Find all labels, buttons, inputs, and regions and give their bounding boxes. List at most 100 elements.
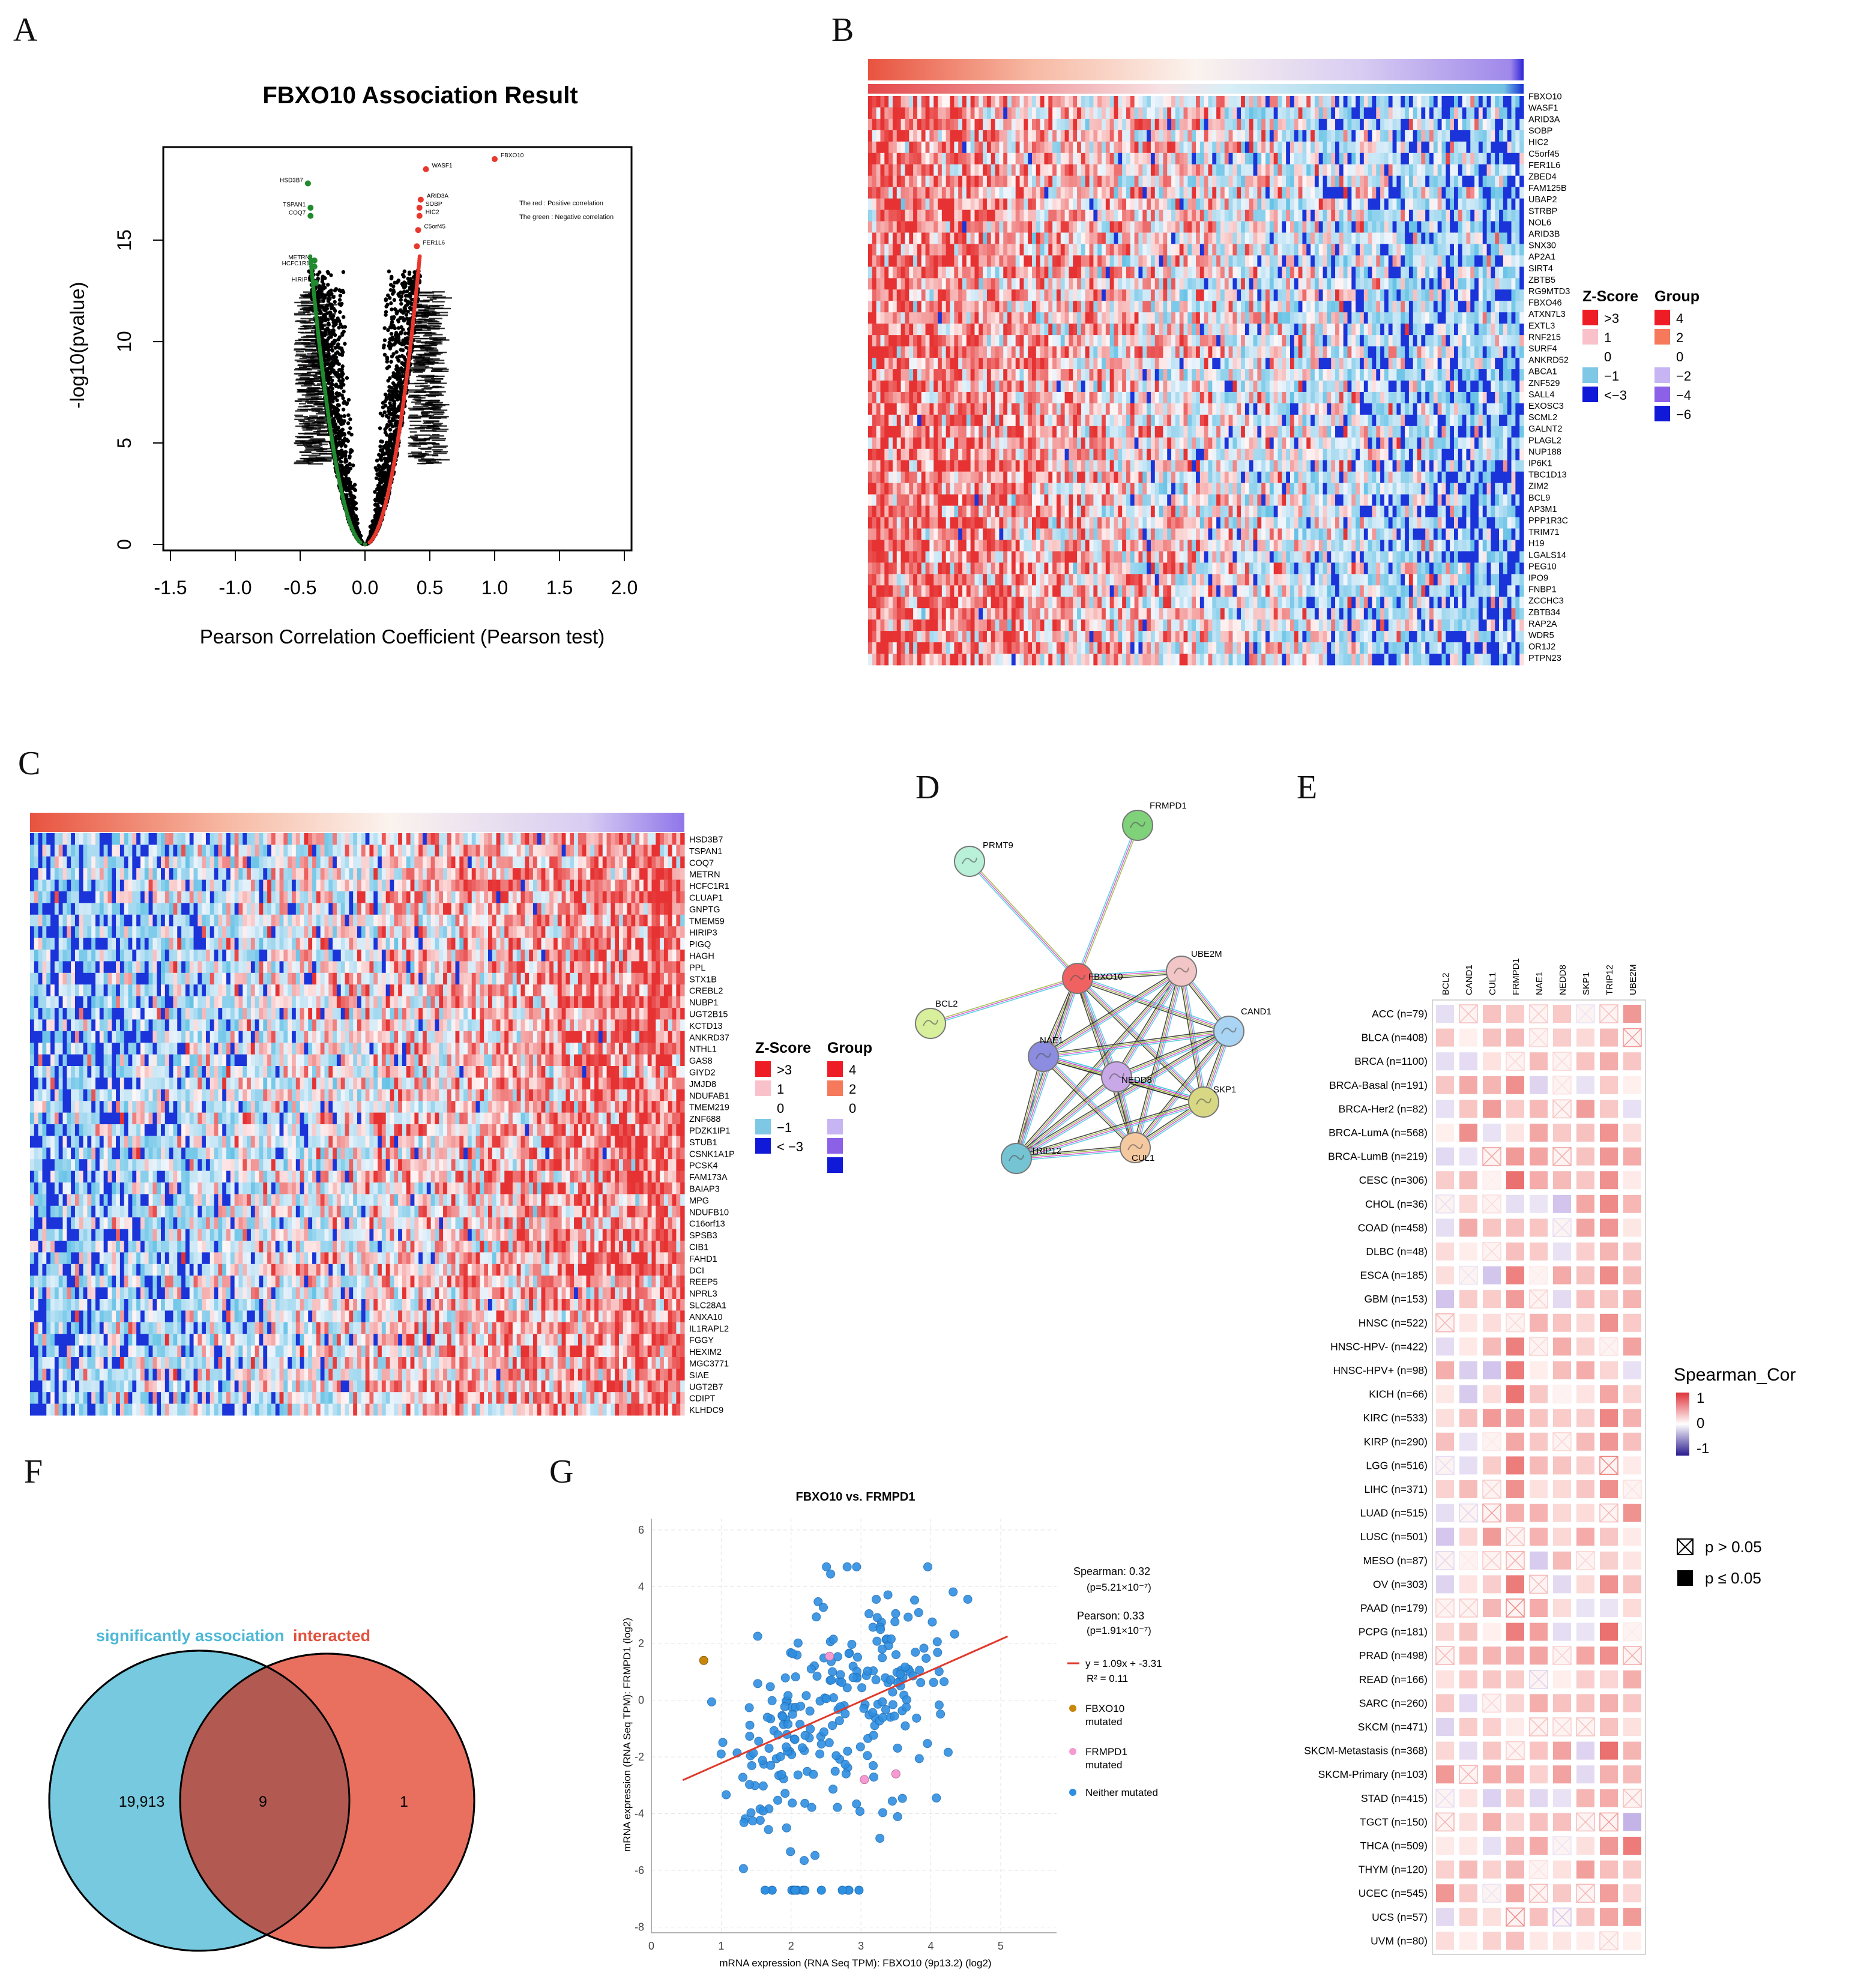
correlation-cell [1623, 1528, 1641, 1546]
correlation-cell [1552, 1432, 1572, 1451]
correlation-cell [1600, 1432, 1618, 1451]
correlation-cell [1623, 1005, 1641, 1023]
gene-label: PTPN23 [1528, 654, 1561, 663]
gene-label: TBC1D13 [1528, 471, 1567, 480]
gene-label: COQ7 [689, 858, 714, 868]
correlation-cell [1483, 1741, 1501, 1760]
y-tick: 4 [638, 1580, 644, 1592]
correlation-cell [1459, 1028, 1477, 1047]
correlation-cell [1576, 1076, 1594, 1094]
row-label: CHOL (n=36) [1365, 1198, 1428, 1210]
correlation-cell [1529, 1004, 1548, 1023]
svg-text:TSPAN1: TSPAN1 [283, 202, 306, 208]
correlation-cell [1506, 1171, 1524, 1190]
correlation-cell [1506, 1932, 1524, 1950]
correlation-cell [1576, 1884, 1595, 1903]
stat-equation: y = 1.09x + -3.31 [1085, 1658, 1162, 1669]
correlation-cell [1459, 1908, 1477, 1926]
correlation-cell [1576, 1860, 1594, 1879]
heatmap-legend: Z-Score Group >3 1 0 −1 < −3 4 2 0 [755, 1040, 872, 1173]
gene-label: NDUFAB1 [689, 1091, 729, 1101]
correlation-cell [1506, 1313, 1525, 1333]
ppi-network: FRMPD1 PRMT9 FBXO10 UBE2M CAND1 BCL2 NAE1 NEDD8… [915, 801, 1271, 1174]
correlation-cell [1506, 1741, 1525, 1761]
gene-label: TSPAN1 [689, 847, 722, 857]
legend-p-ns: p > 0.05 [1705, 1538, 1762, 1556]
row-label: BRCA-LumB (n=219) [1328, 1151, 1428, 1163]
volcano-point: COQ7 [289, 210, 314, 219]
correlation-cell [1600, 1361, 1618, 1379]
correlation-cell [1506, 1504, 1524, 1522]
correlation-cell [1530, 1741, 1548, 1760]
correlation-cell [1436, 1860, 1454, 1879]
correlation-cell [1483, 1575, 1501, 1594]
correlation-cell [1436, 1076, 1454, 1094]
correlation-cell [1623, 1218, 1641, 1237]
correlation-cell [1483, 1385, 1501, 1403]
correlation-cell [1553, 1266, 1571, 1285]
fbxo10-bar [868, 84, 1524, 94]
svg-text:SOBP: SOBP [426, 201, 442, 208]
gene-label: FNBP1 [1528, 585, 1557, 595]
correlation-cell [1623, 1100, 1641, 1118]
correlation-cell [1483, 1290, 1501, 1309]
correlation-cell [1436, 1432, 1454, 1451]
correlation-cell [1506, 1147, 1524, 1166]
correlation-cell [1553, 1813, 1571, 1831]
correlation-cell [1530, 1218, 1548, 1237]
correlation-cell [1600, 1860, 1618, 1879]
gene-label: STX1B [689, 975, 717, 984]
gene-label: IPO9 [1528, 573, 1548, 583]
correlation-cell [1530, 1456, 1548, 1475]
correlation-cell [1623, 1551, 1641, 1570]
legend-title: Spearman_Cor [1674, 1365, 1796, 1385]
correlation-cell [1459, 1218, 1477, 1237]
correlation-cell [1482, 1480, 1501, 1499]
correlation-cell [1530, 1480, 1548, 1498]
svg-text:COQ7: COQ7 [289, 210, 306, 217]
correlation-cell [1600, 1599, 1618, 1617]
correlation-cell [1459, 1265, 1478, 1285]
column-label: NEDD8 [1558, 965, 1568, 995]
gene-label: CDIPT [689, 1394, 716, 1404]
correlation-cell [1623, 1385, 1641, 1403]
group-label: −6 [1676, 407, 1691, 422]
correlation-cell [1530, 1147, 1548, 1166]
correlation-cell [1576, 1432, 1594, 1451]
gene-label: PPP1R3C [1528, 516, 1568, 526]
correlation-cell [1599, 1456, 1618, 1475]
correlation-cell [1576, 1385, 1594, 1403]
correlation-cell [1576, 1789, 1594, 1807]
correlation-cell [1506, 1432, 1524, 1451]
gene-label: C5orf45 [1528, 149, 1560, 159]
correlation-cell [1482, 1503, 1501, 1523]
legend-tick: -1 [1697, 1441, 1709, 1457]
svg-text:HCFC1R1: HCFC1R1 [282, 261, 310, 267]
correlation-cell [1436, 1504, 1454, 1522]
correlation-cell [1552, 1146, 1572, 1166]
correlation-cell [1530, 1361, 1548, 1379]
zscore-label: >3 [1604, 311, 1619, 326]
gene-label: SPSB3 [689, 1231, 717, 1241]
correlation-cell [1459, 1503, 1478, 1523]
volcano-point-cloud [294, 254, 452, 547]
zscore-title: Z-Score [755, 1040, 811, 1056]
correlation-cell [1623, 1932, 1641, 1950]
correlation-cell [1529, 1028, 1548, 1047]
gene-label: SIAE [689, 1371, 709, 1381]
x-tick: 0 [648, 1940, 654, 1952]
gene-label: CREBL2 [689, 987, 723, 996]
correlation-cell [1436, 1266, 1454, 1285]
network-node: UBE2M [1166, 949, 1222, 987]
gene-label: IL1RAPL2 [689, 1324, 729, 1334]
correlation-cell [1506, 1908, 1525, 1927]
correlation-cell [1530, 1504, 1548, 1522]
correlation-cell [1600, 1171, 1618, 1190]
correlation-cell [1506, 1076, 1524, 1094]
volcano-x-tick: -1.5 [154, 577, 187, 598]
correlation-cell [1436, 1741, 1454, 1760]
y-tick: -6 [635, 1864, 644, 1876]
svg-text:HIC2: HIC2 [426, 209, 439, 216]
row-label: TGCT (n=150) [1360, 1816, 1428, 1828]
